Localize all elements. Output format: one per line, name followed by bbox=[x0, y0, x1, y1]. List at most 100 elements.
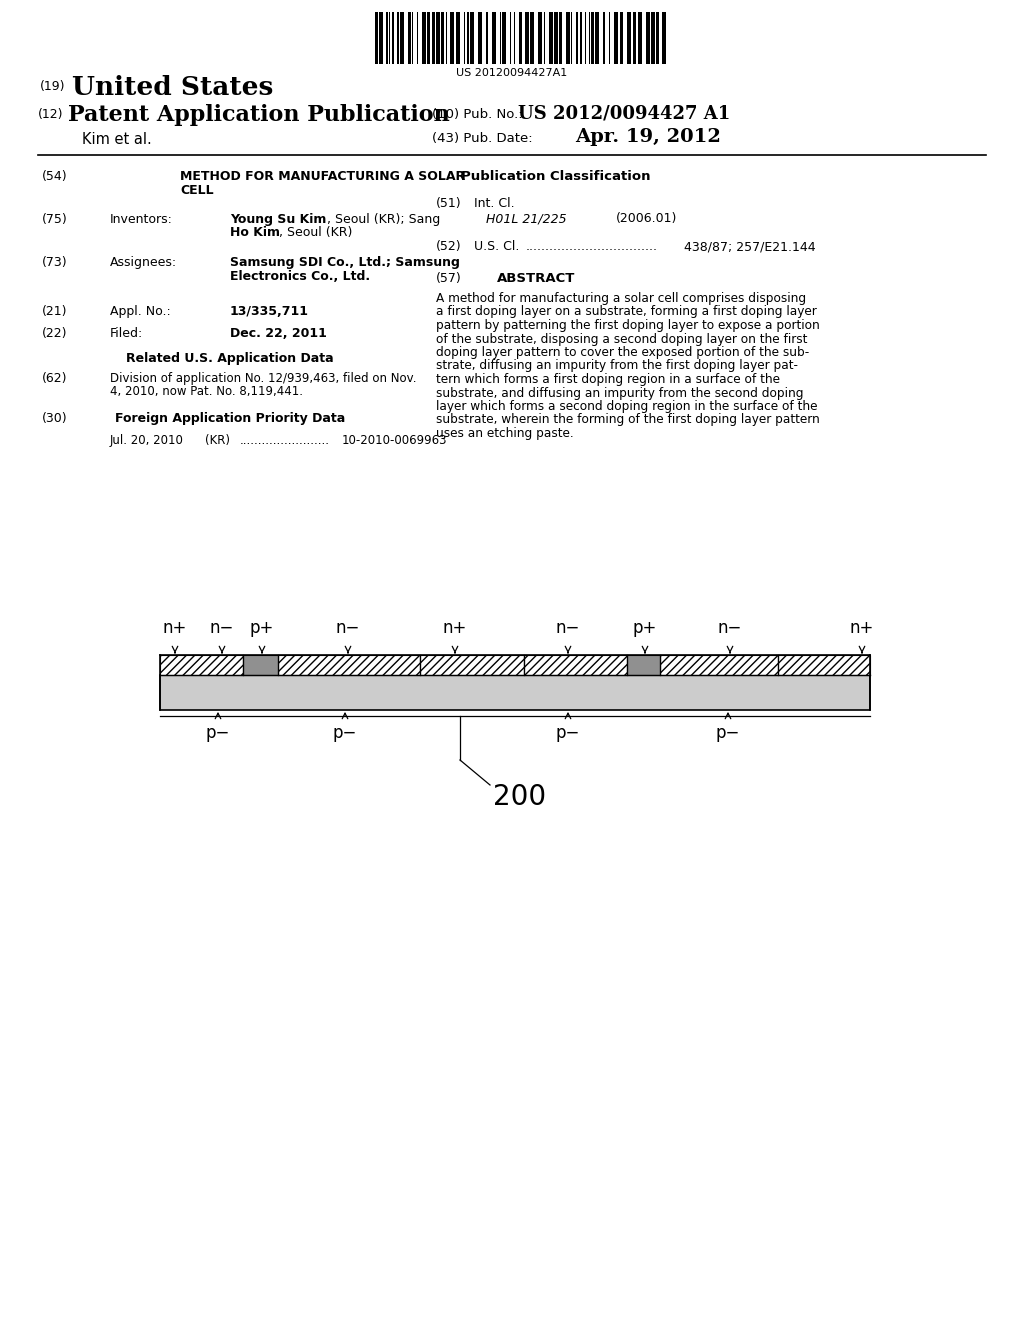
Text: (30): (30) bbox=[42, 412, 68, 425]
Bar bbox=[621, 12, 623, 63]
Bar bbox=[400, 12, 404, 63]
Text: US 20120094427A1: US 20120094427A1 bbox=[457, 69, 567, 78]
Text: n+: n+ bbox=[850, 619, 874, 638]
Bar bbox=[160, 655, 243, 675]
Text: A method for manufacturing a solar cell comprises disposing: A method for manufacturing a solar cell … bbox=[436, 292, 806, 305]
Bar bbox=[375, 12, 378, 63]
Text: Ho Kim: Ho Kim bbox=[230, 226, 280, 239]
Bar bbox=[396, 12, 399, 63]
Bar bbox=[646, 12, 649, 63]
Bar bbox=[464, 12, 465, 63]
Text: p+: p+ bbox=[250, 619, 274, 638]
Text: Young Su Kim: Young Su Kim bbox=[230, 213, 327, 226]
Text: (12): (12) bbox=[38, 108, 63, 121]
Text: CELL: CELL bbox=[180, 183, 214, 197]
Text: Assignees:: Assignees: bbox=[110, 256, 177, 269]
Text: n−: n− bbox=[210, 619, 234, 638]
Bar bbox=[422, 12, 426, 63]
Bar bbox=[160, 675, 870, 710]
Bar bbox=[467, 12, 469, 63]
Text: ABSTRACT: ABSTRACT bbox=[497, 272, 575, 285]
Text: 438/87; 257/E21.144: 438/87; 257/E21.144 bbox=[684, 240, 816, 253]
Bar bbox=[627, 655, 660, 675]
Text: 4, 2010, now Pat. No. 8,119,441.: 4, 2010, now Pat. No. 8,119,441. bbox=[110, 385, 303, 399]
Text: (10) Pub. No.:: (10) Pub. No.: bbox=[432, 108, 522, 121]
Text: Patent Application Publication: Patent Application Publication bbox=[68, 104, 450, 125]
Bar bbox=[524, 655, 627, 675]
Text: n−: n− bbox=[556, 619, 581, 638]
Text: , Seoul (KR): , Seoul (KR) bbox=[279, 226, 352, 239]
Text: strate, diffusing an impurity from the first doping layer pat-: strate, diffusing an impurity from the f… bbox=[436, 359, 798, 372]
Text: 10-2010-0069963: 10-2010-0069963 bbox=[342, 434, 447, 447]
Bar bbox=[589, 12, 590, 63]
Bar bbox=[389, 12, 390, 63]
Bar bbox=[243, 655, 278, 675]
Bar bbox=[500, 12, 501, 63]
Bar bbox=[559, 12, 562, 63]
Text: p−: p− bbox=[716, 723, 740, 742]
Text: (73): (73) bbox=[42, 256, 68, 269]
Bar bbox=[554, 12, 558, 63]
Text: substrate, wherein the forming of the first doping layer pattern: substrate, wherein the forming of the fi… bbox=[436, 413, 820, 426]
Bar bbox=[412, 12, 413, 63]
Bar bbox=[457, 12, 460, 63]
Text: (57): (57) bbox=[436, 272, 462, 285]
Text: Int. Cl.: Int. Cl. bbox=[474, 197, 515, 210]
Text: METHOD FOR MANUFACTURING A SOLAR: METHOD FOR MANUFACTURING A SOLAR bbox=[180, 170, 465, 183]
Bar bbox=[427, 12, 430, 63]
Bar bbox=[663, 12, 667, 63]
Text: ........................: ........................ bbox=[240, 434, 330, 447]
Text: uses an etching paste.: uses an etching paste. bbox=[436, 426, 573, 440]
Text: 200: 200 bbox=[493, 783, 546, 810]
Bar bbox=[575, 12, 579, 63]
Bar bbox=[446, 12, 447, 63]
Bar bbox=[633, 12, 636, 63]
Text: 13/335,711: 13/335,711 bbox=[230, 305, 309, 318]
Text: Appl. No.:: Appl. No.: bbox=[110, 305, 171, 318]
Text: H01L 21/225: H01L 21/225 bbox=[486, 213, 566, 224]
Bar bbox=[417, 12, 418, 63]
Text: (22): (22) bbox=[42, 327, 68, 341]
Bar bbox=[627, 12, 631, 63]
Text: (21): (21) bbox=[42, 305, 68, 318]
Bar bbox=[432, 12, 435, 63]
Text: of the substrate, disposing a second doping layer on the first: of the substrate, disposing a second dop… bbox=[436, 333, 807, 346]
Bar bbox=[585, 12, 586, 63]
Text: (75): (75) bbox=[42, 213, 68, 226]
Bar bbox=[492, 12, 496, 63]
Bar bbox=[441, 12, 443, 63]
Bar bbox=[436, 12, 440, 63]
Text: p−: p− bbox=[333, 723, 357, 742]
Bar bbox=[510, 12, 511, 63]
Text: .................................: ................................. bbox=[526, 240, 658, 253]
Text: U.S. Cl.: U.S. Cl. bbox=[474, 240, 519, 253]
Text: p−: p− bbox=[556, 723, 581, 742]
Bar bbox=[514, 12, 515, 63]
Bar bbox=[525, 12, 528, 63]
Text: pattern by patterning the first doping layer to expose a portion: pattern by patterning the first doping l… bbox=[436, 319, 820, 333]
Text: United States: United States bbox=[72, 75, 273, 100]
Text: US 2012/0094427 A1: US 2012/0094427 A1 bbox=[518, 104, 730, 121]
Text: Jul. 20, 2010: Jul. 20, 2010 bbox=[110, 434, 184, 447]
Text: Dec. 22, 2011: Dec. 22, 2011 bbox=[230, 327, 327, 341]
Text: Kim et al.: Kim et al. bbox=[82, 132, 152, 147]
Text: Division of application No. 12/939,463, filed on Nov.: Division of application No. 12/939,463, … bbox=[110, 372, 417, 385]
Bar bbox=[502, 12, 506, 63]
Bar bbox=[595, 12, 599, 63]
Text: (43) Pub. Date:: (43) Pub. Date: bbox=[432, 132, 532, 145]
Bar bbox=[450, 12, 454, 63]
Text: Inventors:: Inventors: bbox=[110, 213, 173, 226]
Text: Related U.S. Application Data: Related U.S. Application Data bbox=[126, 352, 334, 366]
Text: Filed:: Filed: bbox=[110, 327, 143, 341]
Bar bbox=[470, 12, 474, 63]
Text: (19): (19) bbox=[40, 81, 66, 92]
Text: n−: n− bbox=[718, 619, 742, 638]
Bar bbox=[408, 12, 411, 63]
Text: (KR): (KR) bbox=[205, 434, 230, 447]
Bar bbox=[591, 12, 594, 63]
Bar bbox=[379, 12, 383, 63]
Text: , Seoul (KR); Sang: , Seoul (KR); Sang bbox=[327, 213, 440, 226]
Bar bbox=[549, 12, 553, 63]
Bar bbox=[580, 12, 583, 63]
Text: doping layer pattern to cover the exposed portion of the sub-: doping layer pattern to cover the expose… bbox=[436, 346, 809, 359]
